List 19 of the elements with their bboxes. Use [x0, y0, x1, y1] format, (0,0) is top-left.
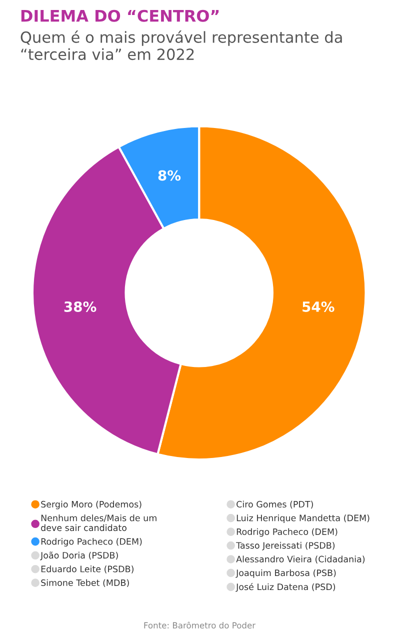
legend-label: Rodrigo Pacheco (DEM) — [236, 528, 338, 537]
legend-label: Eduardo Leite (PSDB) — [41, 566, 134, 574]
data-label: 8% — [158, 170, 181, 181]
legend-label: Luiz Henrique Mandetta (DEM) — [236, 514, 370, 523]
legend-label: Simone Tebet (MDB) — [41, 579, 129, 588]
data-label: 54% — [302, 301, 334, 312]
legend-label: João Doria (PSDB) — [40, 552, 118, 560]
legend-label: Joaquim Barbosa (PSB) — [236, 569, 336, 578]
legend-label: Rodrigo Pacheco (DEM) — [41, 538, 142, 546]
chart-subtitle: Quem é o mais provável representante da “terceira via” em 2022 — [20, 30, 342, 60]
legend-label: Ciro Gomes (PDT) — [236, 500, 313, 509]
legend-label: Nenhum deles/Mais de um deve sair candidato — [41, 514, 156, 532]
chart-title: DILEMA DO “CENTRO” — [21, 10, 219, 22]
legend-label: José Luiz Datena (PSD) — [236, 583, 336, 592]
legend-label: Alessandro Vieira (Cidadania) — [236, 556, 365, 564]
legend-label: Tasso Jereissati (PSDB) — [236, 542, 335, 550]
legend-label: Sergio Moro (Podemos) — [41, 500, 142, 510]
source-note: Fonte: Barômetro do Poder — [144, 622, 256, 628]
data-label: 38% — [64, 301, 96, 312]
